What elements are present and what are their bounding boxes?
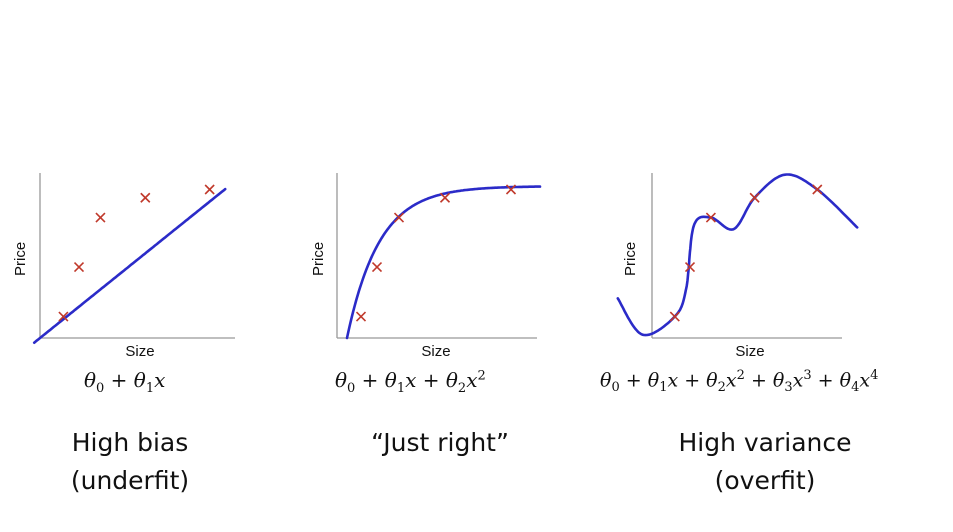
data-point-marker	[505, 184, 517, 195]
fit-caption: “Just right”	[355, 424, 525, 462]
hypothesis-formula: θ0 + θ1x + θ2x2	[335, 368, 486, 396]
data-point-marker	[393, 212, 405, 223]
data-point-marker	[355, 311, 367, 322]
y-axis-label: Price	[622, 241, 639, 276]
x-axis-label: Size	[125, 343, 155, 360]
caption-line: (underfit)	[70, 466, 190, 495]
fit-curve	[616, 173, 859, 337]
plot-just-right	[336, 173, 542, 340]
data-point-marker	[58, 311, 69, 322]
data-point-marker	[439, 192, 451, 203]
data-point-marker	[95, 212, 106, 223]
data-point-marker	[73, 261, 85, 273]
hypothesis-formula: θ0 + θ1x + θ2x2 + θ3x3 + θ4x4	[600, 368, 879, 396]
data-point-marker	[140, 192, 151, 203]
data-point-marker	[371, 261, 383, 273]
fit-caption: High bias (underfit)	[60, 424, 200, 500]
data-point-marker	[684, 261, 696, 273]
plot-overfit	[616, 173, 859, 339]
plot-underfit	[32, 173, 235, 344]
caption-line: “Just right”	[371, 428, 509, 457]
caption-line: High variance	[678, 428, 852, 457]
hypothesis-formula: θ0 + θ1x	[84, 368, 166, 396]
x-axis-label: Size	[421, 343, 451, 360]
caption-line: High bias	[71, 428, 189, 457]
data-point-marker	[204, 184, 215, 195]
fit-caption: High variance (overfit)	[660, 424, 870, 500]
y-axis-label: Price	[310, 241, 327, 276]
fit-curve	[345, 185, 542, 340]
caption-line: (overfit)	[714, 466, 816, 495]
y-axis-label: Price	[12, 241, 29, 276]
x-axis-label: Size	[735, 343, 765, 360]
data-point-marker	[812, 184, 823, 195]
data-point-marker	[749, 192, 760, 203]
data-point-marker	[705, 212, 716, 223]
fit-curve	[32, 187, 227, 344]
data-point-marker	[669, 311, 680, 322]
